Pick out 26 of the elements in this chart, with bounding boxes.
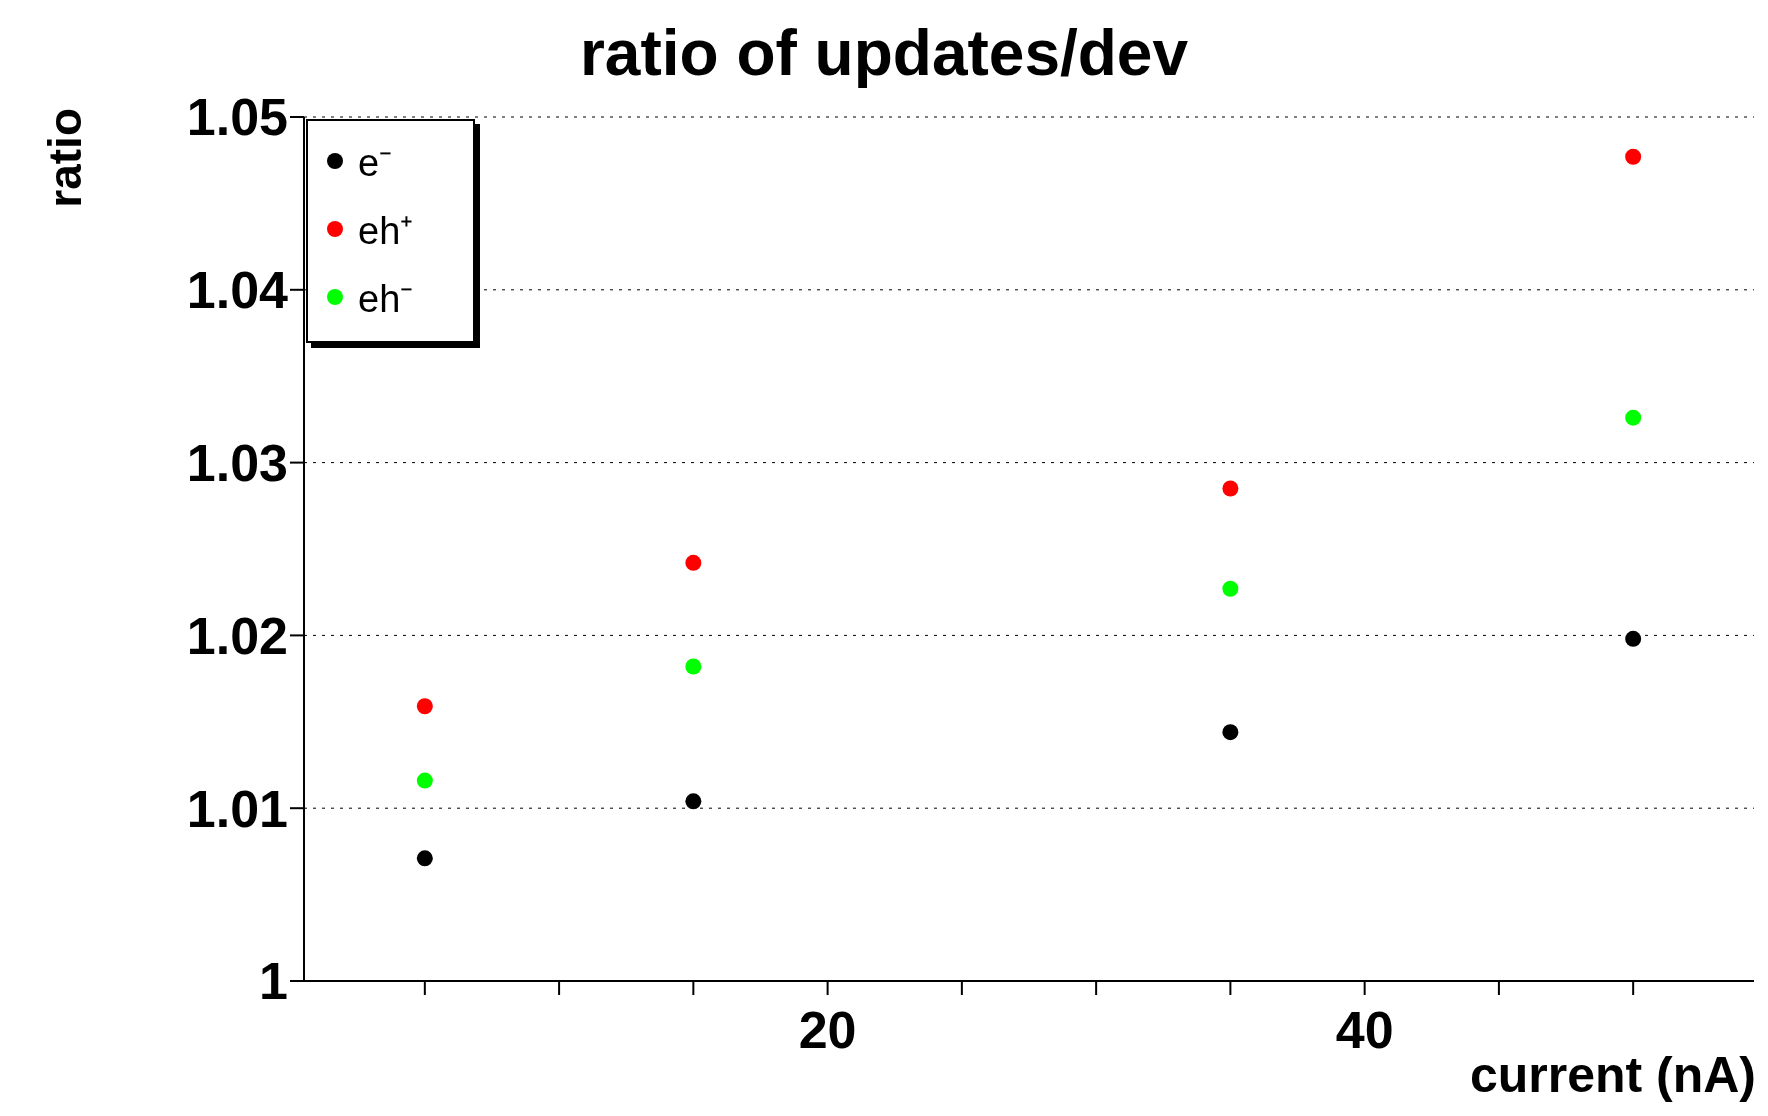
x-tick-label: 20 [798,1000,857,1059]
legend-label: eh⁺ [358,209,414,254]
y-tick-label: 1.01 [186,779,288,838]
legend-label: eh⁻ [358,277,414,322]
point [1625,630,1642,647]
y-tick-label: 1.03 [186,434,288,493]
point [1222,480,1239,497]
x-axis-title: current (nA) [1469,1046,1756,1104]
y-tick-label: 1 [259,952,288,1011]
point [1625,148,1642,165]
point [416,850,433,867]
point [1222,724,1239,741]
chart-title: ratio of updates/dev [578,16,1190,90]
y-tick-label: 1.05 [186,88,288,147]
y-tick-label: 1.04 [186,261,289,320]
point [1625,409,1642,426]
point [685,658,702,675]
point [416,698,433,715]
point [1222,580,1239,597]
point [685,554,702,571]
y-axis-title: ratio [38,108,92,208]
point [685,793,702,810]
y-tick-label: 1.02 [186,606,288,665]
x-tick-label: 40 [1335,1000,1394,1059]
legend-label: e⁻ [358,141,393,186]
point [416,772,433,789]
